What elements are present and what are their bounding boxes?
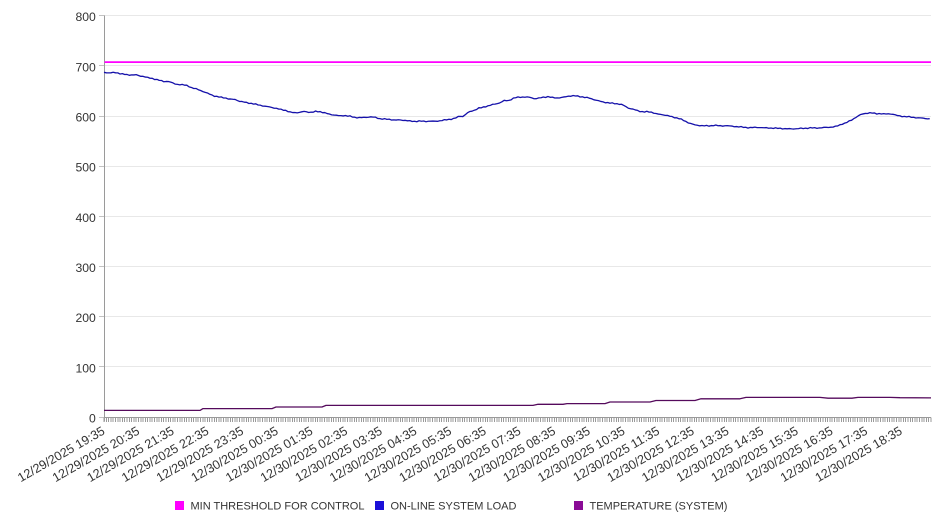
svg-text:0: 0 [89, 412, 96, 426]
svg-text:100: 100 [75, 361, 96, 375]
svg-text:MIN THRESHOLD FOR CONTROL: MIN THRESHOLD FOR CONTROL [191, 501, 365, 513]
svg-text:300: 300 [75, 261, 96, 275]
svg-text:500: 500 [75, 161, 96, 175]
svg-text:600: 600 [75, 111, 96, 125]
svg-text:700: 700 [75, 60, 96, 74]
svg-text:800: 800 [75, 10, 96, 24]
svg-text:ON-LINE SYSTEM LOAD: ON-LINE SYSTEM LOAD [391, 501, 517, 513]
svg-text:400: 400 [75, 211, 96, 225]
svg-text:TEMPERATURE (SYSTEM): TEMPERATURE (SYSTEM) [590, 501, 728, 513]
svg-text:200: 200 [75, 311, 96, 325]
